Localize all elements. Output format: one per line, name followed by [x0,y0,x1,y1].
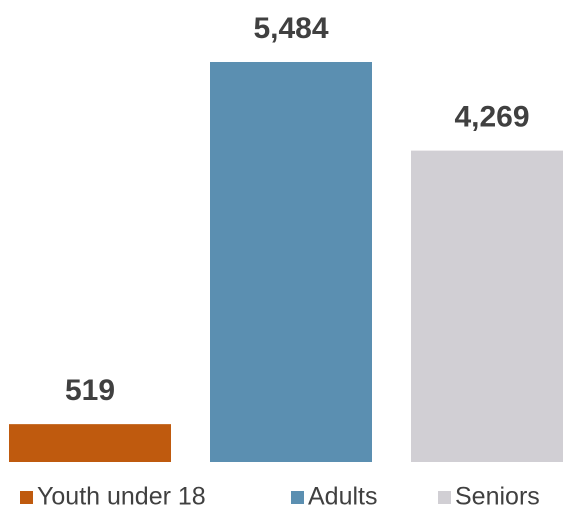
value-label: 4,269 [454,101,529,134]
legend-label: Youth under 18 [37,483,206,511]
legend-swatch [20,491,33,504]
value-label: 5,484 [253,12,328,45]
value-label: 519 [65,374,115,407]
legend-swatch [438,491,451,504]
bar [210,62,372,462]
bar [9,424,171,462]
legend-swatch [291,491,304,504]
legend-label: Seniors [455,483,540,511]
bar [411,150,563,462]
legend-label: Adults [308,483,377,511]
